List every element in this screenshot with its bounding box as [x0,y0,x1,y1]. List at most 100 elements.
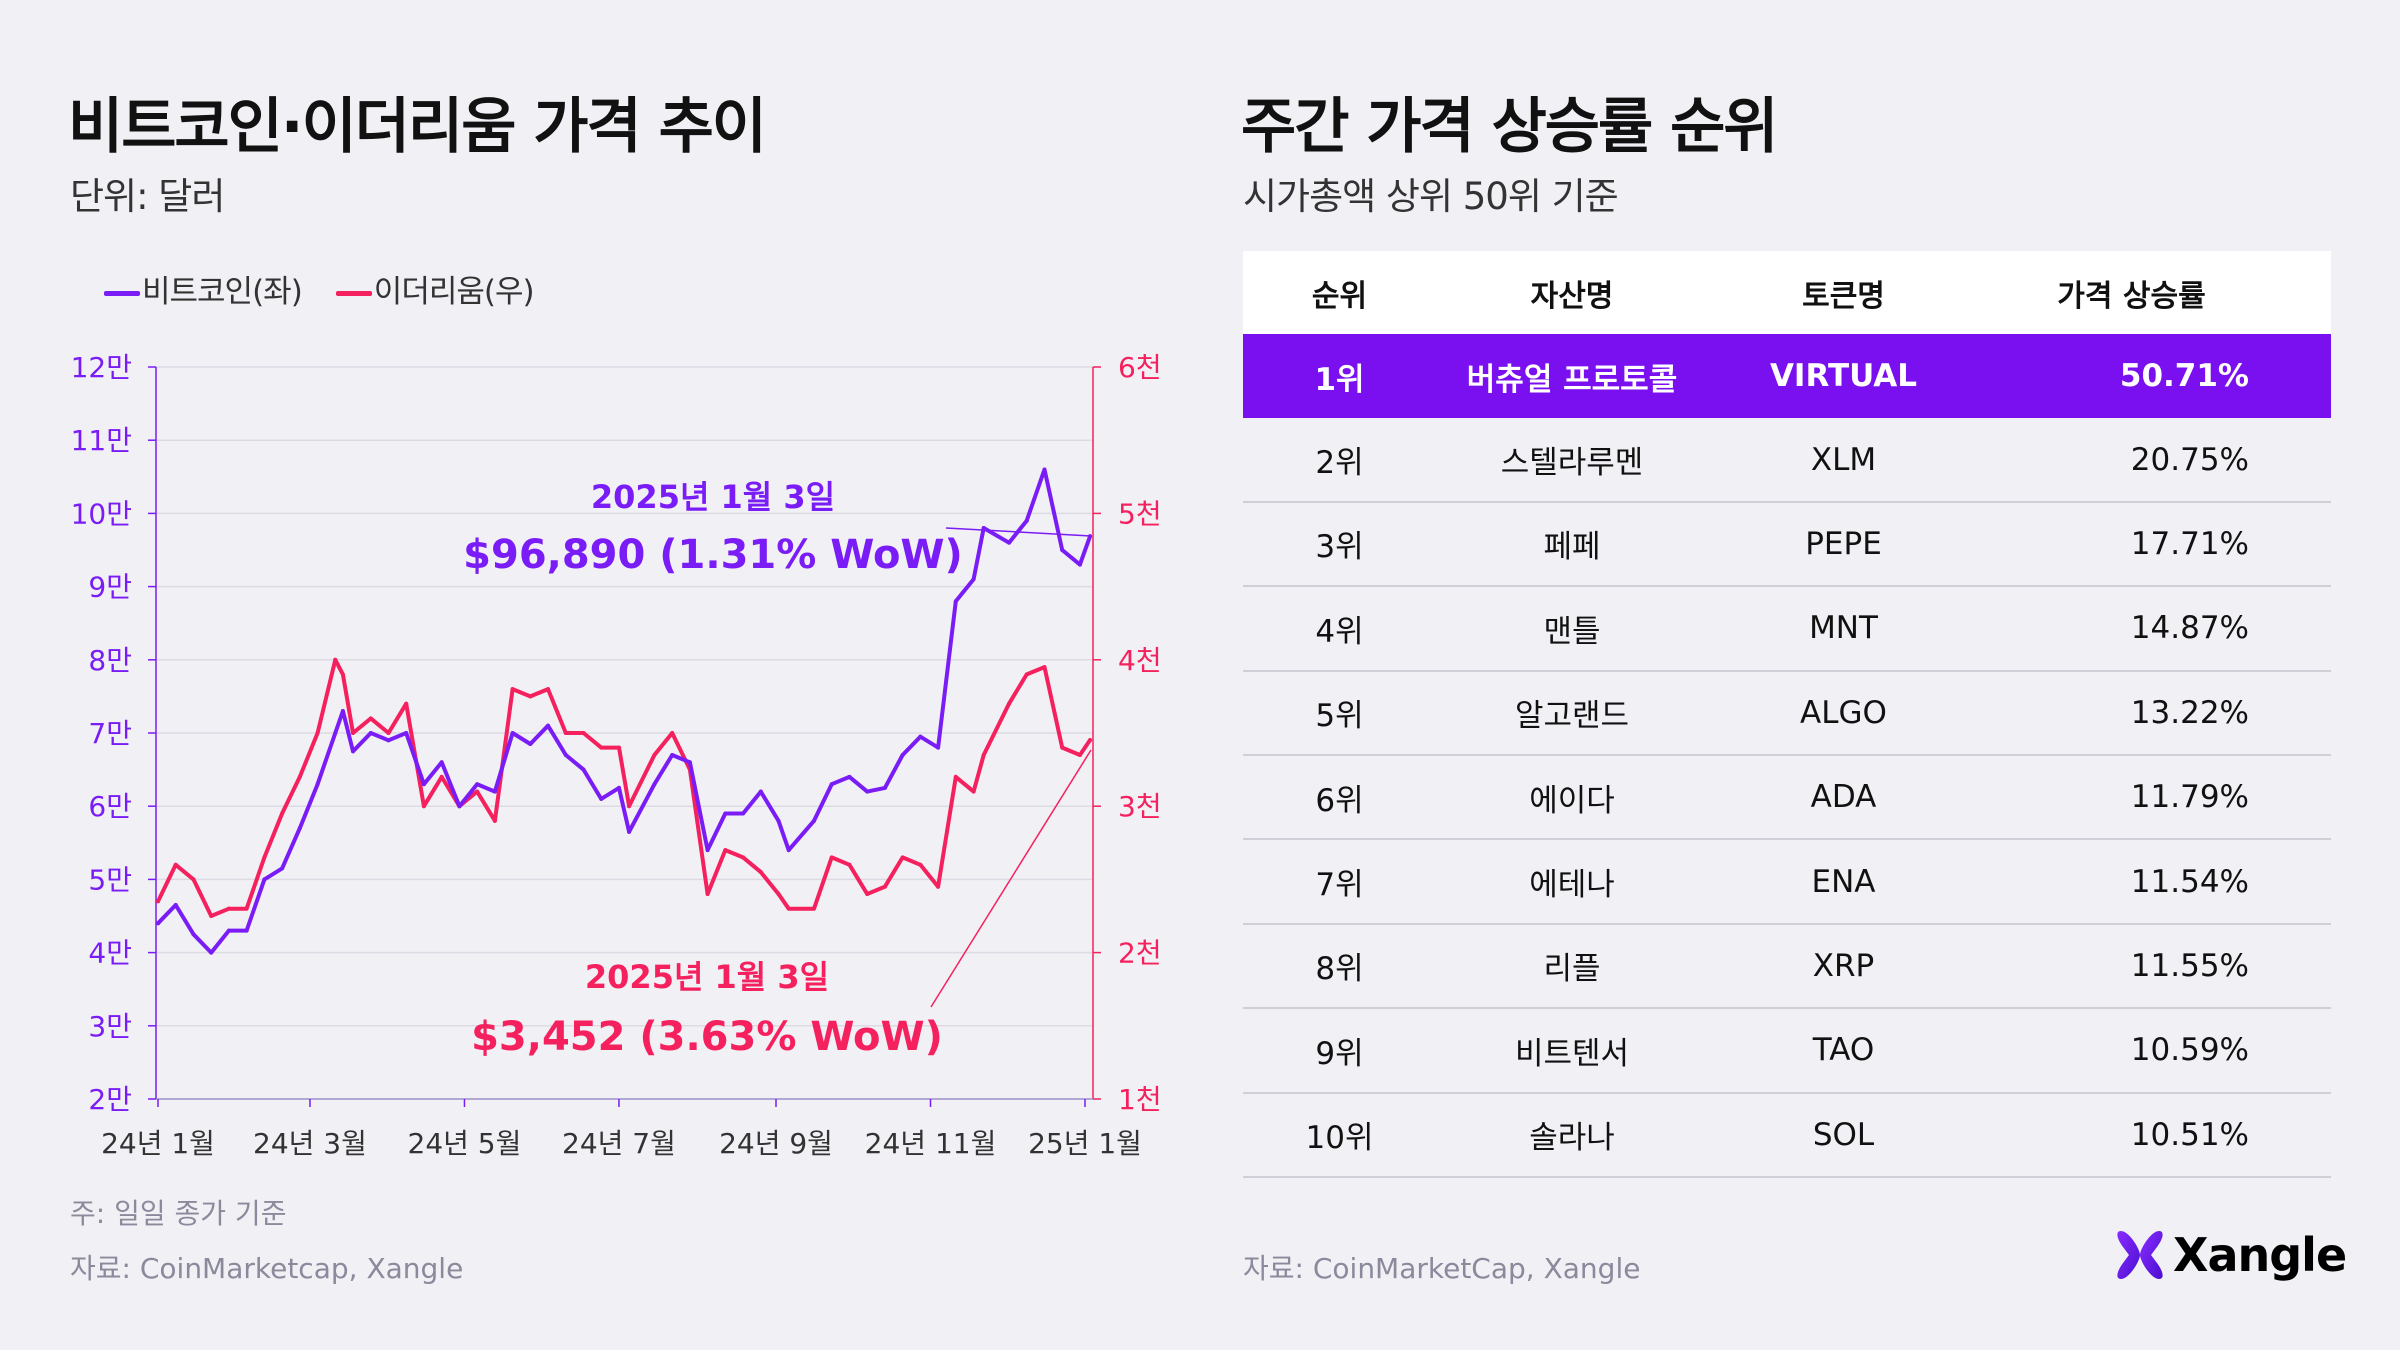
y-left-tick-label: 5만 [88,863,132,896]
legend-item-btc: 비트코인(좌) [104,266,303,311]
eth-data-point [173,862,178,867]
eth-data-point [776,892,781,897]
eth-data-point [829,855,834,860]
eth-data-point [280,811,285,816]
btc-data-point [386,738,391,743]
cell-token: ALGO [1800,694,1887,731]
eth-data-point [315,731,320,735]
table-row: 6위 에이다 ADA 11.79% [1243,756,2331,841]
chart-unit: 단위: 달러 [70,175,225,218]
eth-annotation-date: 2025년 1월 3일 [585,958,829,996]
y-left-tick-label: 11만 [71,424,132,457]
legend-swatch-eth [335,291,372,296]
legend-label-eth: 이더리움(우) [373,274,535,310]
eth-data-point [581,731,586,735]
btc-data-point [776,818,781,823]
y-left-tick-label: 12만 [71,351,132,384]
cell-change: 11.55% [2130,947,2249,984]
btc-data-point [1024,518,1029,523]
btc-data-point [687,760,692,765]
chart-legend: 비트코인(좌) 이더리움(우) [104,266,535,311]
eth-data-point [475,789,480,794]
btc-data-point [439,760,444,765]
y-right-tick-label: 1천 [1118,1083,1162,1116]
eth-data-point [953,774,958,779]
eth-data-point [244,906,249,911]
btc-data-point [786,848,791,853]
cell-token: MNT [1809,610,1878,647]
eth-data-point [1088,738,1093,743]
eth-data-point [652,752,657,757]
table-row: 9위 비트텐서 TAO 10.59% [1243,1009,2331,1094]
cell-asset: 에이다 [1529,782,1615,819]
btc-data-point [457,804,462,809]
y-left-tick-label: 3만 [88,1010,132,1043]
cell-asset: 페페 [1543,529,1601,566]
btc-data-point [280,866,285,871]
legend-item-eth: 이더리움(우) [335,266,535,311]
x-tick-label: 24년 11월 [865,1127,997,1160]
btc-data-point [1042,467,1047,472]
btc-data-point [333,731,338,735]
cell-rank: 7위 [1315,867,1364,904]
price-chart: 2만 3만 4만 5만 6만 7만 8만 9만 10만 11만 12만 1천 2천 3천 4천 5천 6천 24년… [71,351,1162,1160]
cell-token: XRP [1812,947,1875,984]
x-tick-label: 24년 7월 [562,1127,676,1160]
btc-data-point [705,848,710,853]
btc-data-point [563,752,568,757]
y-right-tick-label: 4천 [1118,644,1162,677]
btc-data-point [918,734,923,739]
y-right-tick-label: 2천 [1118,937,1162,970]
cell-rank: 10위 [1305,1120,1374,1157]
cell-token: TAO [1812,1032,1875,1069]
cell-change: 17.71% [2130,525,2249,562]
btc-data-point [981,526,986,531]
btc-data-point [811,818,816,823]
eth-data-point [599,745,604,750]
ranking-table: 순위 자산명 토큰명 가격 상승률 1위 버츄얼 프로토콜 VIRTUAL 50.71… [1243,251,2331,1178]
cell-rank: 1위 [1314,361,1365,398]
cell-asset: 스텔라루멘 [1500,445,1644,482]
btc-data-point [882,785,887,790]
chart-source: 자료: CoinMarketcap, Xangle [70,1252,464,1285]
xangle-x-icon [2117,1231,2163,1279]
eth-data-point [981,752,986,757]
eth-data-point [351,731,356,735]
table-row: 4위 맨틀 MNT 14.87% [1243,587,2331,672]
y-right-tick-label: 3천 [1118,790,1162,823]
btc-data-point [297,826,302,831]
cell-token: XLM [1810,441,1877,478]
eth-data-point [421,804,426,809]
eth-data-point [627,804,632,809]
eth-data-point [209,914,214,918]
eth-data-point [811,906,816,911]
table-row: 8위 리플 XRP 11.55% [1243,925,2331,1010]
cell-token: ENA [1811,863,1876,900]
cell-asset: 솔라나 [1529,1120,1615,1157]
table-header: 순위 자산명 토큰명 가격 상승률 [1243,251,2331,334]
eth-data-point [936,884,941,889]
btc-data-point [262,877,267,882]
btc-data-point [528,741,533,746]
cell-change: 10.51% [2130,1116,2249,1153]
y-right-tick-label: 6천 [1118,351,1162,384]
table-row: 5위 알고랜드 ALGO 13.22% [1243,672,2331,756]
x-tick-label: 24년 5월 [408,1127,522,1160]
header-asset: 자산명 [1530,278,1614,314]
y-left-tick-label: 7만 [88,717,132,750]
eth-data-point [528,694,533,699]
btc-leader-line [945,527,1092,537]
eth-data-point [1024,672,1029,677]
btc-data-point [670,752,675,757]
cell-change: 14.87% [2130,610,2249,647]
y-left-tick-label: 9만 [88,571,132,604]
cell-rank: 9위 [1315,1035,1364,1072]
eth-data-point [262,855,267,860]
btc-data-point [581,767,586,772]
chart-title: 비트코인·이더리움 가격 추이 [68,92,767,162]
cell-token: PEPE [1805,525,1882,562]
btc-data-point [1077,562,1082,567]
btc-data-point [226,928,231,933]
eth-data-point [918,862,923,867]
cell-token: ADA [1810,779,1877,816]
